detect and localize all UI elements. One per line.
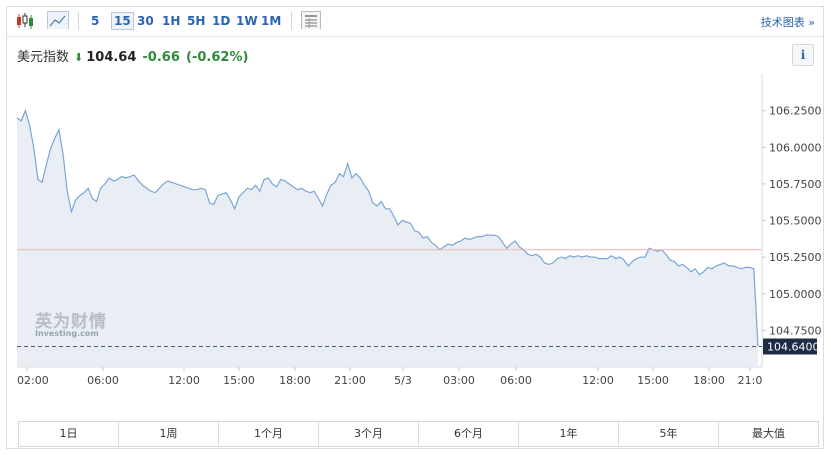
y-tick-label: 106.0000 (769, 141, 822, 154)
x-tick-label: 18:00 (279, 374, 311, 387)
period-1w-button[interactable]: 1周 (119, 422, 219, 446)
period-selector: 1日 1周 1个月 3个月 6个月 1年 5年 最大值 (18, 421, 819, 447)
series-area (17, 110, 758, 367)
interval-1d-button[interactable]: 1D (212, 14, 231, 28)
interval-30-button[interactable]: 30 (137, 14, 154, 28)
info-button[interactable]: i (792, 44, 814, 66)
series-line (16, 108, 759, 347)
x-tick-label: 12:00 (168, 374, 200, 387)
quote-header: 美元指数 ⬇ 104.64 -0.66 (-0.62%) (17, 46, 248, 65)
toolbar-separator (78, 12, 79, 30)
y-tick-label: 105.0000 (769, 288, 822, 301)
toolbar-separator (291, 12, 292, 30)
period-max-button[interactable]: 最大值 (752, 427, 785, 440)
interval-1m-button[interactable]: 1M (261, 14, 282, 28)
interval-5h-button[interactable]: 5H (187, 14, 206, 28)
x-tick-label: 21:00 (334, 374, 366, 387)
price-change-percent: (-0.62%) (186, 50, 249, 65)
line-chart-icon[interactable] (47, 11, 69, 29)
x-tick-label: 15:00 (223, 374, 255, 387)
investing-watermark: 英为财情 Investing.com (35, 307, 107, 338)
candlestick-icon[interactable] (15, 12, 35, 30)
interval-1w-button[interactable]: 1W (236, 14, 258, 28)
watermark-en: Investing.com (35, 329, 99, 338)
interval-15-button[interactable]: 15 (111, 12, 134, 30)
y-tick-label: 105.7500 (769, 178, 822, 191)
x-tick-label: 06:00 (87, 374, 119, 387)
last-price: 104.64 (86, 50, 137, 65)
y-tick-label: 104.7500 (769, 324, 822, 337)
x-tick-label: 5/3 (394, 374, 412, 387)
x-tick-label: 06:00 (500, 374, 532, 387)
x-tick-label: 15:00 (637, 374, 669, 387)
period-6m-button[interactable]: 6个月 (419, 422, 519, 446)
period-1d-button[interactable]: 1日 (19, 422, 119, 446)
last-price-box (763, 338, 817, 355)
chart-widget: 5 15 30 1H 5H 1D 1W 1M 技术图表 » 美元指数 ⬇ 104.6… (6, 6, 824, 449)
y-tick-label: 105.5000 (769, 215, 822, 228)
chart-toolbar: 5 15 30 1H 5H 1D 1W 1M 技术图表 » (7, 7, 823, 37)
x-tick-label: 18:00 (693, 374, 725, 387)
instrument-name: 美元指数 (17, 50, 70, 65)
table-icon[interactable] (301, 11, 321, 29)
period-5y-button[interactable]: 5年 (619, 422, 719, 446)
period-1m-button[interactable]: 1个月 (219, 422, 319, 446)
price-change: -0.66 (142, 50, 180, 65)
interval-1h-button[interactable]: 1H (162, 14, 181, 28)
x-tick-label: 02:00 (17, 374, 49, 387)
watermark-cn: 英为财情 (35, 312, 107, 332)
period-1y-button[interactable]: 1年 (519, 422, 619, 446)
price-chart: 104.6400 106.2500 106.0000 105.7500 105.5000… (16, 74, 822, 387)
last-price-label: 104.6400 (767, 340, 820, 353)
y-tick-label: 105.2500 (769, 251, 822, 264)
down-arrow-icon: ⬇ (74, 51, 84, 64)
y-tick-label: 106.2500 (769, 105, 822, 118)
x-tick-label: 12:00 (582, 374, 614, 387)
x-tick-label: 03:00 (443, 374, 475, 387)
period-3m-button[interactable]: 3个月 (319, 422, 419, 446)
x-tick-label: 21:0 (738, 374, 763, 387)
interval-5-button[interactable]: 5 (91, 14, 100, 28)
tech-chart-link[interactable]: 技术图表 » (760, 16, 815, 29)
